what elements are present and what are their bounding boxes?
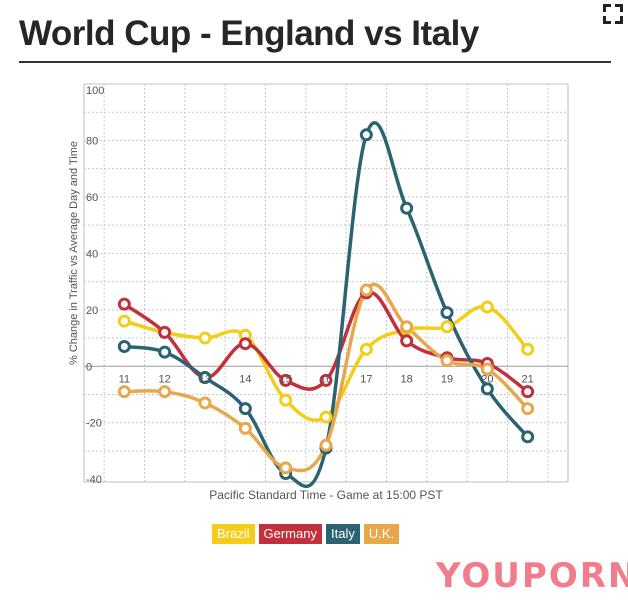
data-point-germany (238, 337, 252, 351)
legend-item-uk[interactable]: U.K. (363, 524, 400, 544)
y-tick-label: 100 (86, 85, 104, 97)
x-tick-label: 20 (481, 373, 493, 385)
legend-item-germany[interactable]: Germany (258, 524, 322, 544)
chart-title: World Cup - England vs Italy (19, 14, 479, 53)
data-point-uk (158, 385, 172, 399)
data-point-uk (198, 396, 212, 410)
x-tick-label: 17 (360, 373, 372, 385)
data-point-brazil (319, 410, 333, 424)
data-point-germany (319, 373, 333, 387)
x-axis-label: Pacific Standard Time - Game at 15:00 PS… (209, 488, 443, 502)
x-tick-label: 13 (199, 373, 211, 385)
data-point-italy (440, 306, 454, 320)
y-axis-label: % Change in Traffic vs Average Day and T… (68, 141, 80, 365)
data-point-brazil (440, 320, 454, 334)
data-point-uk (279, 461, 293, 475)
x-tick-label: 14 (239, 373, 251, 385)
watermark-logo: YOUPORN (436, 556, 628, 596)
y-tick-label: 20 (86, 305, 98, 317)
x-tick-label: 12 (159, 373, 171, 385)
x-tick-label: 11 (119, 373, 130, 385)
expand-icon[interactable] (603, 4, 623, 24)
data-point-italy (400, 201, 414, 215)
data-point-italy (198, 371, 212, 385)
data-point-brazil (521, 342, 535, 356)
x-tick-label: 16 (320, 373, 332, 385)
data-point-uk (521, 402, 535, 416)
series-line-uk (122, 282, 530, 473)
data-point-brazil (480, 300, 494, 314)
x-tick-label: 19 (441, 373, 453, 385)
data-point-uk (440, 354, 454, 368)
data-point-germany (400, 334, 414, 348)
y-tick-label: 0 (86, 361, 92, 373)
data-point-uk (319, 438, 333, 452)
data-point-italy (521, 430, 535, 444)
data-point-brazil (359, 342, 373, 356)
data-point-brazil (198, 331, 212, 345)
data-point-uk (359, 283, 373, 297)
data-point-uk (117, 385, 131, 399)
data-point-italy (480, 382, 494, 396)
legend-item-italy[interactable]: Italy (325, 524, 360, 544)
title-divider (19, 61, 611, 63)
data-point-italy (117, 340, 131, 354)
data-point-uk (400, 320, 414, 334)
y-tick-label: -20 (86, 418, 102, 430)
x-tick-label: 15 (280, 373, 292, 385)
data-point-brazil (117, 314, 131, 328)
x-tick-label: 18 (401, 373, 413, 385)
data-point-uk (238, 421, 252, 435)
data-point-germany (521, 385, 535, 399)
line-chart: 100 80 60 40 20 0 -20 -40 11 12 13 14 15 16 17 18 19 20 21… (68, 83, 569, 502)
data-point-italy (238, 402, 252, 416)
x-tick-label: 21 (522, 373, 534, 385)
y-tick-label: 80 (86, 135, 98, 147)
legend-item-brazil[interactable]: Brazil (212, 524, 255, 544)
data-point-uk (480, 362, 494, 376)
data-point-italy (158, 345, 172, 359)
y-tick-label: -40 (86, 474, 102, 486)
y-tick-label: 60 (86, 192, 98, 204)
data-point-brazil (279, 393, 293, 407)
data-point-germany (158, 325, 172, 339)
y-tick-label: 40 (86, 248, 98, 260)
data-point-germany (279, 373, 293, 387)
chart-legend: Brazil Germany Italy U.K. (212, 524, 400, 544)
data-point-italy (359, 128, 373, 142)
data-point-germany (117, 297, 131, 311)
